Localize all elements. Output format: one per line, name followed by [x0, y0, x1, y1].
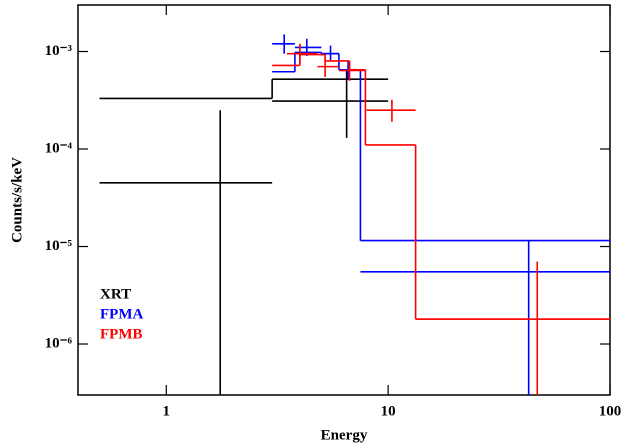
x-tick-label: 1: [163, 403, 171, 419]
x-tick-label: 10: [381, 403, 396, 419]
plot-area: [99, 34, 610, 395]
y-tick-label: 10⁻⁴: [45, 140, 73, 156]
legend-label: FPMA: [100, 306, 143, 322]
y-axis-label: Counts/s/keV: [9, 157, 25, 243]
legend-label: FPMB: [100, 326, 143, 342]
x-axis-label: Energy: [321, 427, 368, 443]
plot-frame: [77, 4, 611, 396]
x-tick-label: 100: [599, 403, 622, 419]
y-tick-label: 10⁻⁶: [45, 335, 73, 351]
legend-label: XRT: [100, 286, 131, 302]
y-tick-label: 10⁻⁵: [45, 238, 73, 254]
y-tick-label: 10⁻³: [45, 43, 73, 59]
